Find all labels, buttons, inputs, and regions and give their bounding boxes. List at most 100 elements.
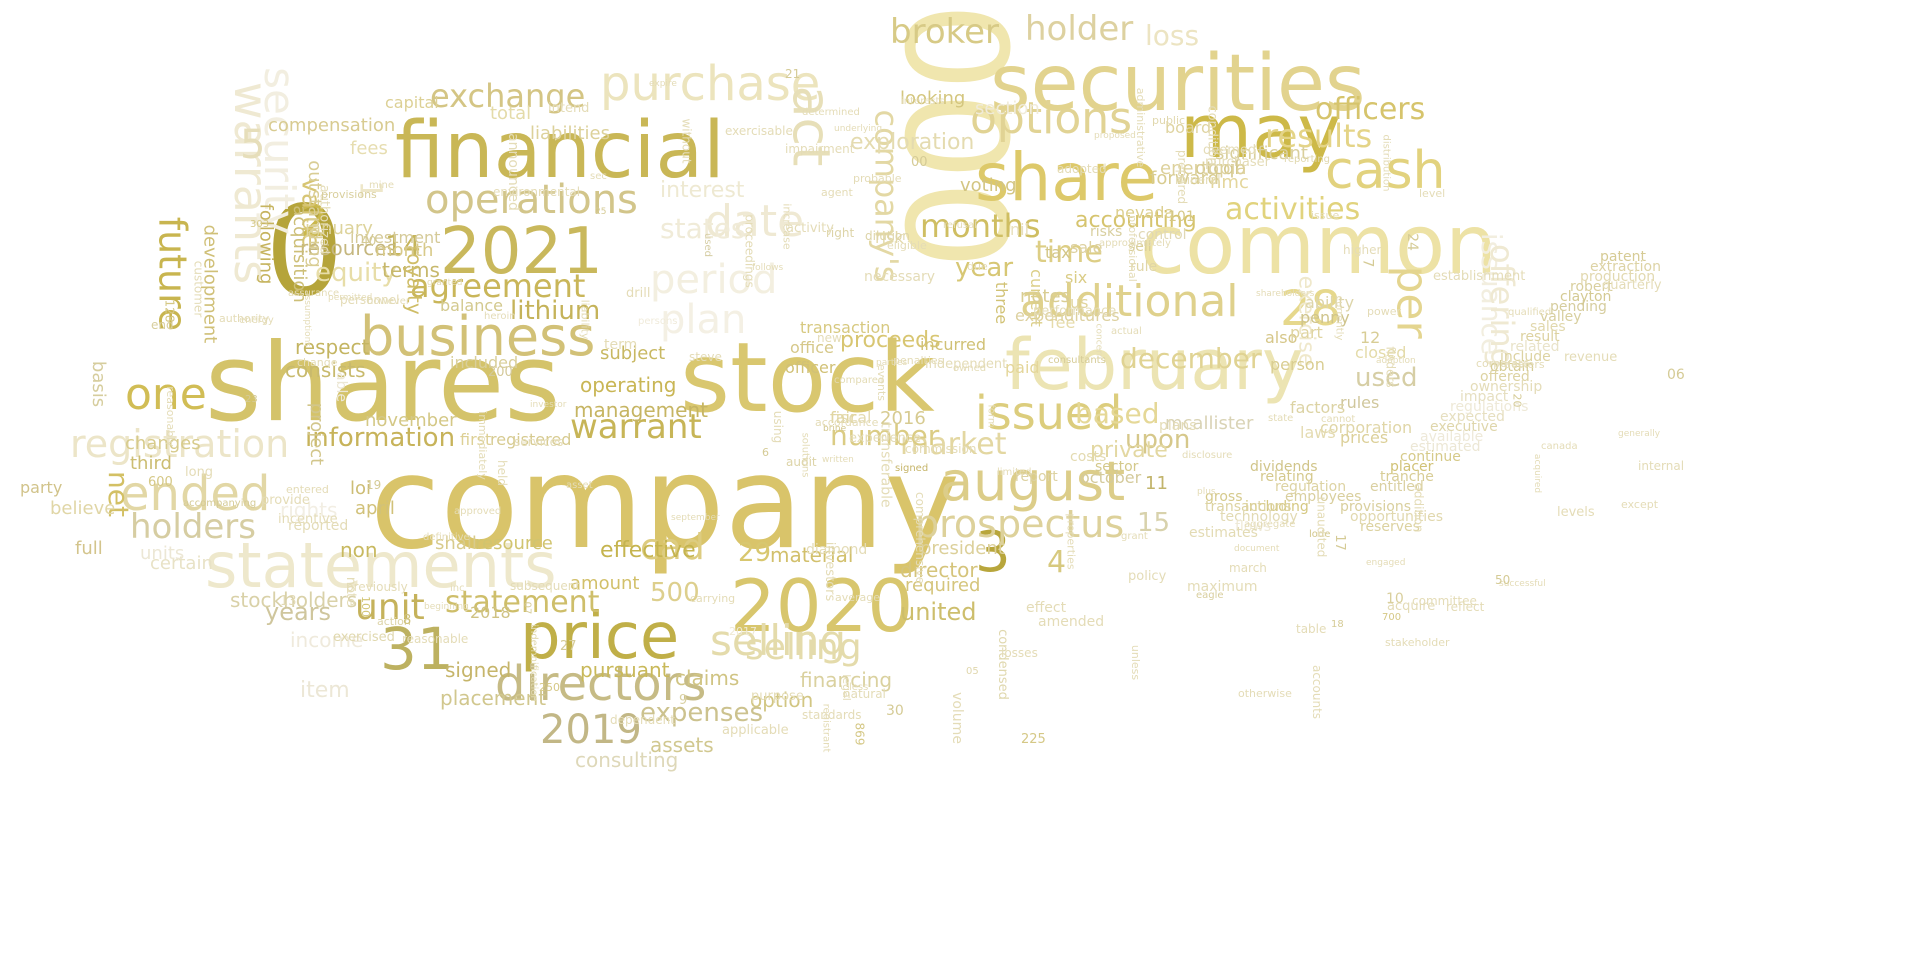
word-60: lithium <box>510 296 601 326</box>
word-94: mcallister <box>1165 413 1254 434</box>
word-375: independent <box>925 357 1008 372</box>
word-53: officers <box>1315 92 1426 127</box>
word-25: issued <box>975 386 1123 440</box>
word-361: purpose <box>751 689 804 704</box>
word-335: subsequent <box>510 579 581 593</box>
word-121: liabilities <box>530 123 610 144</box>
word-176: penny <box>1300 308 1350 327</box>
word-119: compensation <box>268 115 396 136</box>
word-181: significant <box>1215 143 1308 164</box>
word-390: cannot <box>1321 414 1356 425</box>
word-343: environmental <box>493 185 581 199</box>
word-427: 24 <box>1403 233 1420 251</box>
word-410: 700 <box>1382 612 1402 623</box>
word-346: issue <box>1311 209 1340 222</box>
word-337: held <box>494 460 509 486</box>
word-185: board <box>1165 118 1212 137</box>
word-225: related <box>1510 339 1560 355</box>
word-118: project <box>306 402 328 466</box>
word-253: eagle <box>1196 590 1224 601</box>
word-4: common <box>1140 198 1498 293</box>
word-258: indemnification <box>527 624 539 702</box>
word-130: basis <box>88 360 110 408</box>
word-54: time <box>1035 235 1103 270</box>
word-433: 17 <box>1331 534 1347 551</box>
word-328: investors <box>822 541 838 602</box>
word-64: loss <box>1145 19 1200 52</box>
word-423: 19 <box>366 478 382 492</box>
word-311: customer <box>191 260 206 318</box>
word-323: activity <box>786 221 834 236</box>
word-291: previously <box>346 580 408 594</box>
word-49: holder <box>1025 9 1134 49</box>
word-76: interest <box>660 178 745 203</box>
word-102: assets <box>650 733 714 757</box>
word-417: 06 <box>1667 367 1685 383</box>
word-63: number <box>830 419 940 452</box>
word-360: effect <box>1026 600 1067 616</box>
word-170: factors <box>1290 398 1346 417</box>
word-36: period <box>650 257 778 303</box>
word-168: 11 <box>1145 473 1168 494</box>
word-140: rights <box>280 498 338 522</box>
word-50: exchange <box>430 77 586 115</box>
word-187: looking <box>900 88 966 109</box>
word-106: required <box>905 575 981 596</box>
word-98: placement <box>440 686 547 710</box>
word-432: 50 <box>1495 573 1511 587</box>
word-205: relating <box>1260 469 1314 485</box>
word-202: technology <box>1220 509 1298 525</box>
word-283: eligible <box>887 239 927 252</box>
word-183: enertopia <box>1160 158 1247 179</box>
word-380: policy <box>1128 569 1167 584</box>
word-188: voting <box>960 175 1017 196</box>
word-385: professional <box>1125 215 1139 282</box>
word-192: control <box>1138 227 1187 243</box>
word-91: proceeds <box>840 328 941 353</box>
word-371: steve <box>689 350 722 364</box>
word-324: inc <box>450 583 465 594</box>
word-197: costs <box>1070 449 1107 465</box>
word-172: person <box>1270 355 1325 374</box>
word-224: include <box>1500 349 1551 365</box>
word-352: mine <box>369 180 395 191</box>
word-275: successful <box>1499 579 1546 589</box>
word-70: 15 <box>1137 508 1171 538</box>
word-370: provisions <box>321 188 377 201</box>
word-420: 9 <box>679 693 688 708</box>
word-393: agent <box>821 186 853 199</box>
word-154: office <box>790 338 834 357</box>
word-296: limited <box>997 467 1032 478</box>
word-256: exercised <box>333 630 395 645</box>
word-248: accordance <box>815 416 879 429</box>
word-230: clayton <box>1560 289 1612 305</box>
word-62: information <box>305 423 456 453</box>
word-82: nmc <box>1210 172 1249 193</box>
word-92: exploration <box>850 130 975 155</box>
word-426: 23 <box>245 394 258 405</box>
word-174: part <box>1290 323 1323 342</box>
word-196: sector <box>1095 459 1139 475</box>
word-182: otcqb <box>1195 158 1246 179</box>
word-391: disclosure <box>1182 450 1233 461</box>
word-282: acquired <box>1532 453 1543 494</box>
word-290: adoption <box>1376 356 1416 366</box>
word-207: employees <box>1285 489 1362 505</box>
word-15: business <box>360 305 596 368</box>
word-297: committee <box>1412 594 1477 608</box>
word-80: used <box>1355 363 1418 393</box>
word-356: using <box>771 410 786 444</box>
word-216: available <box>1420 429 1484 445</box>
word-40: agreement <box>410 267 586 305</box>
word-41: warrant <box>570 407 702 447</box>
word-59: based <box>1075 397 1160 430</box>
word-376: engaged <box>1366 558 1406 568</box>
word-123: fees <box>350 138 388 159</box>
word-173: also <box>1265 328 1298 347</box>
word-250: reporting <box>1284 154 1331 165</box>
word-295: except <box>1621 498 1659 511</box>
word-280: dependent <box>610 713 675 727</box>
word-203: flows <box>1235 519 1272 535</box>
word-309: diamond <box>806 542 868 558</box>
word-93: accounting <box>1075 208 1197 233</box>
